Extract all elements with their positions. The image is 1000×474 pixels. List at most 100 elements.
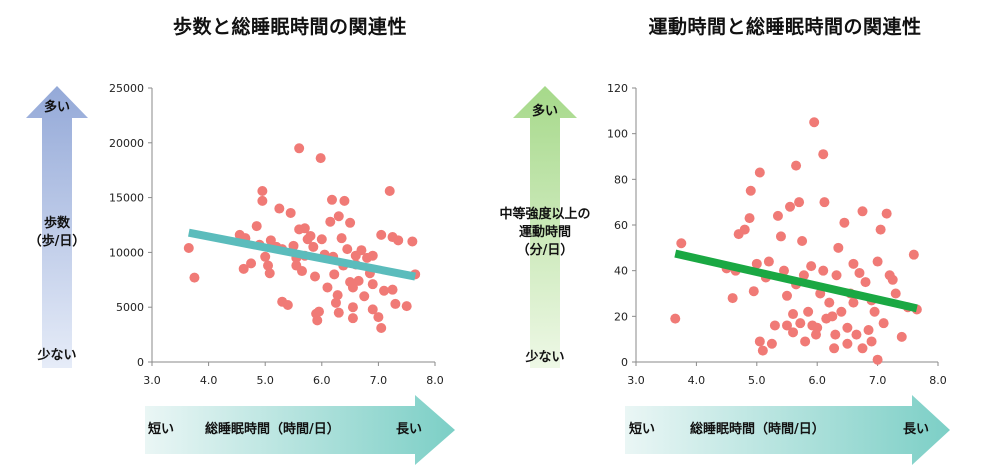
data-point <box>908 249 919 260</box>
data-point <box>824 297 835 308</box>
data-point <box>848 297 859 308</box>
data-point <box>339 195 350 206</box>
y-tick-label: 25000 <box>109 82 144 95</box>
y-tick-label: 80 <box>614 173 628 186</box>
x-arrow-left-long: 長い <box>396 422 423 437</box>
data-point <box>848 258 859 269</box>
data-point <box>282 300 293 311</box>
data-point <box>347 282 358 293</box>
y-tick-label: 20 <box>614 310 628 323</box>
data-point <box>367 250 378 261</box>
data-point <box>785 201 796 212</box>
data-point <box>748 286 759 297</box>
x-tick-label: 6.0 <box>808 374 826 387</box>
data-point <box>887 274 898 285</box>
data-point <box>333 307 344 318</box>
data-point <box>288 240 299 251</box>
data-point <box>264 268 275 279</box>
data-point <box>754 336 765 347</box>
x-tick-label: 8.0 <box>426 374 444 387</box>
data-point <box>308 241 319 252</box>
data-point <box>263 260 274 271</box>
data-point <box>676 238 687 249</box>
data-point <box>296 266 307 277</box>
data-point <box>869 306 880 317</box>
x-tick-label: 5.0 <box>256 374 274 387</box>
chart-2: 0 20 40 60 80 100 120 3.0 4.0 5.0 6.0 7.0 8.0 <box>607 82 947 387</box>
data-point <box>189 272 200 283</box>
data-point <box>387 284 398 295</box>
data-point <box>797 235 808 246</box>
x-tick-label: 4.0 <box>688 374 706 387</box>
data-point <box>183 243 194 254</box>
x-tick-label: 3.0 <box>627 374 645 387</box>
x-tick-label: 6.0 <box>313 374 331 387</box>
data-point <box>791 160 802 171</box>
chart-1: 0 5000 10000 15000 20000 25000 3.0 4.0 5.0 6.0 7.0… <box>109 82 444 387</box>
x-tick-label: 3.0 <box>143 374 161 387</box>
data-point <box>745 185 756 196</box>
data-point <box>251 221 262 232</box>
data-point <box>373 312 384 323</box>
x-tick-label: 5.0 <box>748 374 766 387</box>
data-point <box>878 318 889 329</box>
data-point <box>766 338 777 349</box>
x-arrow-left-label: 総睡眠時間（時間/日） <box>205 422 340 437</box>
data-point <box>896 331 907 342</box>
data-point <box>890 288 901 299</box>
y-tick-label: 20000 <box>109 137 144 150</box>
data-point <box>754 167 765 178</box>
data-point <box>670 313 681 324</box>
data-point <box>782 320 792 331</box>
data-point <box>829 343 840 354</box>
data-point <box>798 270 809 281</box>
y-tick-label: 15000 <box>109 192 144 205</box>
data-point <box>359 291 370 302</box>
data-point <box>839 217 850 228</box>
data-point <box>367 304 378 315</box>
data-point <box>831 270 842 281</box>
data-point <box>842 338 853 349</box>
data-point <box>305 230 316 241</box>
data-point <box>803 306 814 317</box>
data-point <box>376 323 387 334</box>
data-point <box>299 223 310 234</box>
data-point <box>788 327 799 338</box>
data-point <box>336 233 347 244</box>
chart-title-exercise: 運動時間と総睡眠時間の関連性 <box>648 16 922 38</box>
data-point <box>751 258 762 269</box>
data-point <box>842 322 853 333</box>
data-point <box>330 297 341 308</box>
data-point <box>316 234 327 245</box>
data-point <box>866 336 877 347</box>
data-point <box>332 290 343 301</box>
x-arrow-left-short: 短い <box>148 422 175 437</box>
y-tick-label: 5000 <box>116 301 144 314</box>
data-point <box>353 275 364 286</box>
data-point <box>257 195 268 206</box>
data-point <box>809 117 820 128</box>
data-point <box>333 211 344 222</box>
y-arrow-steps-bottom: 少ない <box>37 348 77 363</box>
data-point <box>854 267 865 278</box>
data-point <box>812 322 823 333</box>
y-arrow-exercise-bottom: 少ない <box>525 350 565 365</box>
data-point <box>407 236 418 247</box>
y-tick-label: 0 <box>621 356 628 369</box>
data-point <box>806 261 817 272</box>
data-point <box>833 242 844 253</box>
data-point <box>257 186 268 197</box>
data-point <box>326 194 337 205</box>
data-point <box>347 313 358 324</box>
data-point <box>860 277 871 288</box>
data-point <box>775 231 786 242</box>
data-point <box>246 258 257 269</box>
data-point <box>727 293 738 304</box>
data-point <box>312 315 323 326</box>
y-tick-label: 40 <box>614 265 628 278</box>
x-arrow-right-label: 総睡眠時間（時間/日） <box>690 422 825 437</box>
data-point <box>818 265 829 276</box>
y-tick-label: 120 <box>607 82 628 95</box>
data-point <box>739 224 750 235</box>
